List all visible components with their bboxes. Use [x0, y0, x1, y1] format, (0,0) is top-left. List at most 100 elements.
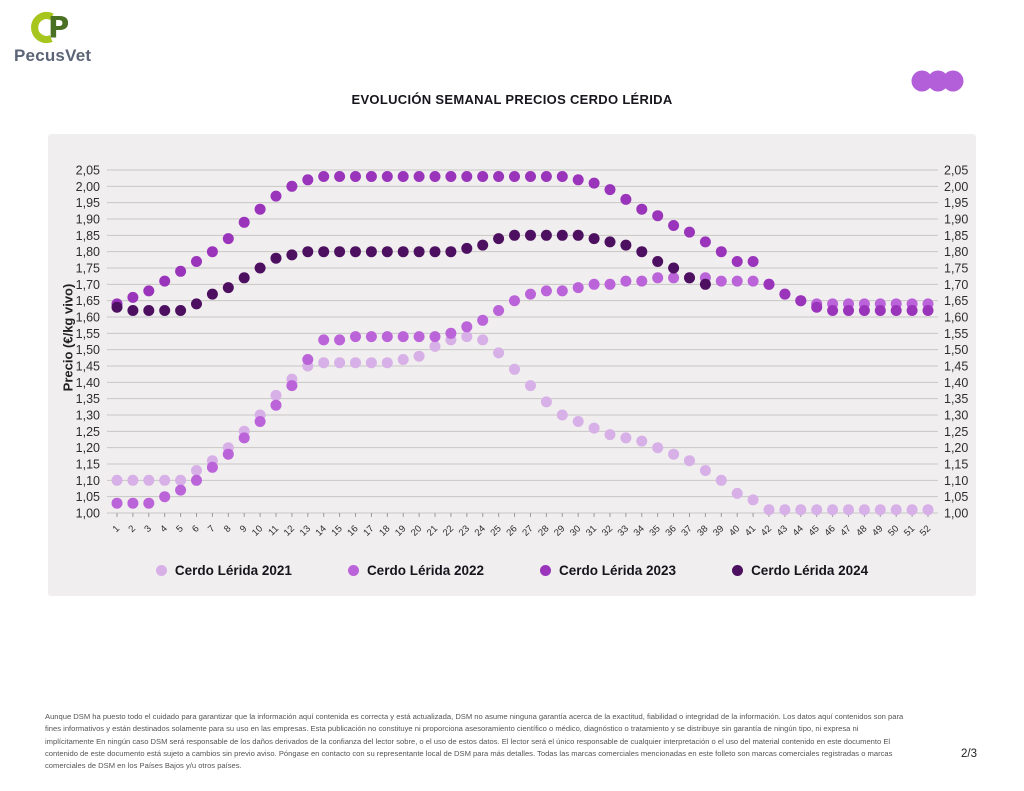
data-point — [302, 354, 314, 365]
data-point — [159, 474, 171, 486]
x-tick-label: 11 — [266, 523, 281, 538]
chart-title: EVOLUCIÓN SEMANAL PRECIOS CERDO LÉRIDA — [351, 92, 673, 107]
y-tick-label-right: 1,25 — [944, 425, 968, 439]
data-point — [381, 171, 393, 182]
disclaimer-line: implícitamente En ningún caso DSM será r… — [45, 736, 891, 746]
x-tick-label: 1 — [111, 523, 123, 535]
data-point — [477, 314, 489, 326]
data-point — [699, 236, 711, 248]
legend-label: Cerdo Lérida 2023 — [559, 563, 677, 578]
data-point — [525, 171, 536, 182]
x-tick-label: 21 — [425, 523, 440, 538]
y-tick-label-right: 2,05 — [944, 164, 968, 178]
x-tick-label: 15 — [329, 523, 344, 538]
data-point — [238, 432, 250, 444]
data-point — [461, 331, 473, 343]
data-point — [334, 357, 346, 369]
y-tick-label-right: 1,35 — [944, 392, 968, 406]
y-axis-title: Precio (€/kg vivo) — [60, 283, 76, 392]
y-tick-label-right: 1,10 — [944, 474, 968, 488]
data-point — [477, 334, 489, 346]
data-point — [843, 305, 854, 316]
data-point — [572, 416, 584, 427]
data-point — [620, 275, 632, 287]
data-point — [588, 233, 600, 245]
data-point — [715, 474, 727, 486]
data-point — [111, 497, 123, 509]
data-point — [620, 193, 632, 205]
x-tick-label: 27 — [520, 523, 535, 538]
data-point — [493, 305, 505, 316]
data-point — [556, 409, 568, 421]
data-point — [222, 233, 234, 245]
data-point — [318, 334, 330, 346]
data-point — [636, 246, 648, 258]
x-tick-label: 39 — [711, 523, 726, 538]
data-point — [302, 246, 314, 258]
y-tick-label-right: 1,05 — [944, 490, 968, 504]
data-point — [159, 275, 171, 287]
x-tick-label: 35 — [648, 523, 663, 538]
data-point — [461, 171, 473, 182]
data-point — [445, 327, 457, 339]
data-point — [731, 487, 743, 499]
y-tick-label-right: 1,45 — [944, 360, 968, 374]
data-point — [525, 288, 536, 300]
pecusvet-logo-text: PecusVet — [14, 46, 92, 65]
x-tick-label: 5 — [174, 523, 186, 535]
data-point — [747, 494, 759, 506]
y-tick-label-left: 1,50 — [76, 343, 100, 357]
legend-label: Cerdo Lérida 2024 — [751, 563, 869, 578]
data-point — [509, 229, 520, 241]
legend-dot-icon — [540, 565, 551, 576]
data-point — [684, 455, 695, 467]
data-point — [493, 233, 505, 245]
data-point — [302, 174, 314, 186]
x-tick-label: 29 — [552, 523, 567, 538]
data-point — [540, 396, 552, 408]
x-tick-label: 48 — [854, 523, 869, 538]
data-point — [890, 305, 902, 316]
data-point — [461, 321, 473, 333]
pecusvet-logo: P PecusVet — [14, 8, 134, 66]
x-tick-label: 8 — [222, 523, 234, 535]
y-tick-label-left: 1,60 — [76, 311, 100, 325]
data-point — [668, 262, 680, 274]
data-point — [381, 357, 393, 369]
x-tick-label: 43 — [775, 523, 790, 538]
data-point — [858, 504, 870, 516]
data-point — [572, 282, 584, 294]
x-tick-label: 20 — [409, 523, 424, 538]
data-point — [175, 484, 187, 496]
data-point — [222, 448, 234, 460]
data-point — [827, 305, 839, 316]
x-tick-label: 24 — [473, 523, 488, 538]
disclaimer-line: Aunque DSM ha puesto todo el cuidado par… — [45, 712, 904, 721]
x-tick-label: 14 — [314, 523, 329, 538]
x-tick-label: 12 — [282, 523, 297, 538]
data-point — [699, 278, 711, 290]
data-point — [350, 246, 361, 258]
data-point — [509, 171, 520, 182]
y-tick-label-left: 1,90 — [76, 213, 100, 227]
data-point — [604, 429, 616, 441]
x-tick-label: 13 — [298, 523, 313, 538]
x-tick-label: 9 — [238, 523, 250, 535]
x-tick-label: 2 — [126, 523, 138, 535]
data-point — [588, 177, 600, 189]
data-point — [365, 171, 377, 182]
data-point — [604, 184, 616, 196]
y-tick-label-left: 1,35 — [76, 392, 100, 406]
x-tick-label: 31 — [584, 523, 599, 538]
y-tick-label-left: 2,00 — [76, 180, 100, 194]
y-tick-label-left: 1,00 — [76, 507, 100, 521]
data-point — [604, 278, 616, 290]
x-tick-label: 50 — [886, 523, 901, 538]
x-tick-label: 17 — [361, 523, 376, 538]
data-point — [238, 272, 250, 284]
y-tick-label-left: 1,15 — [76, 458, 100, 472]
y-tick-label-right: 1,55 — [944, 327, 968, 341]
data-point — [588, 278, 600, 290]
y-tick-label-right: 1,60 — [944, 311, 968, 325]
legend-dot-icon — [155, 565, 167, 576]
